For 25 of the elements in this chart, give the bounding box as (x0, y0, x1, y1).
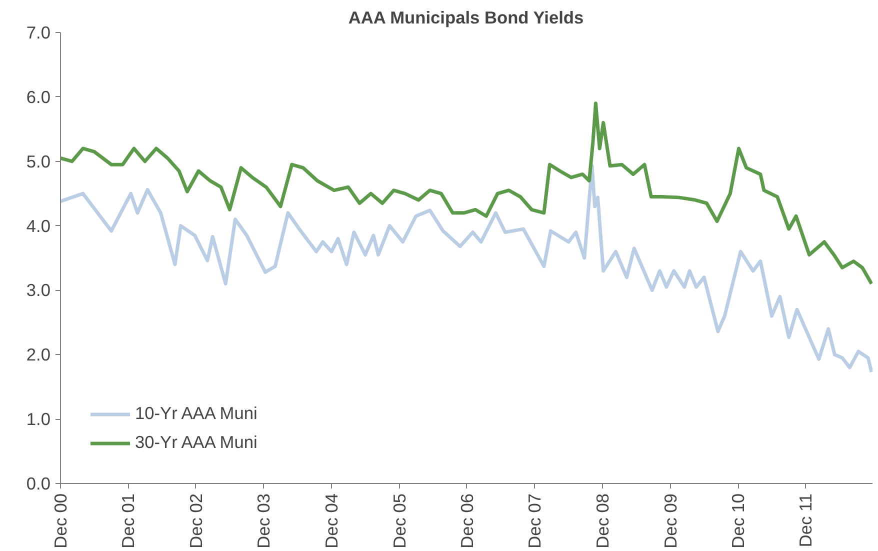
x-tick-label: Dec 07 (524, 493, 545, 548)
legend-label: 10-Yr AAA Muni (135, 403, 258, 424)
x-tick-label: Dec 06 (456, 493, 477, 548)
legend-label: 30-Yr AAA Muni (135, 432, 258, 453)
y-tick-label: 5.0 (26, 151, 51, 172)
y-tick-label: 7.0 (26, 22, 51, 42)
chart-title: AAA Municipals Bond Yields (348, 8, 584, 28)
y-tick-label: 4.0 (26, 216, 51, 236)
y-tick-label: 6.0 (26, 86, 51, 107)
x-tick-label: Dec 11 (796, 493, 816, 548)
x-tick-label: Dec 10 (728, 493, 748, 548)
line-series (60, 102, 872, 286)
y-tick-label: 2.0 (26, 344, 51, 365)
x-tick-label: Dec 01 (118, 493, 138, 548)
y-tick-label: 1.0 (26, 409, 51, 430)
y-tick-label: 0.0 (26, 474, 51, 494)
x-tick-label: Dec 02 (186, 493, 206, 548)
x-tick-label: Dec 09 (660, 493, 680, 548)
x-tick-label: Dec 04 (322, 493, 342, 548)
x-tick-label: Dec 00 (50, 493, 70, 548)
x-tick-label: Dec 08 (592, 493, 613, 548)
line-series (60, 164, 872, 374)
x-tick-label: Dec 05 (389, 493, 410, 548)
y-tick-label: 3.0 (26, 280, 51, 300)
x-tick-label: Dec 03 (254, 493, 274, 548)
